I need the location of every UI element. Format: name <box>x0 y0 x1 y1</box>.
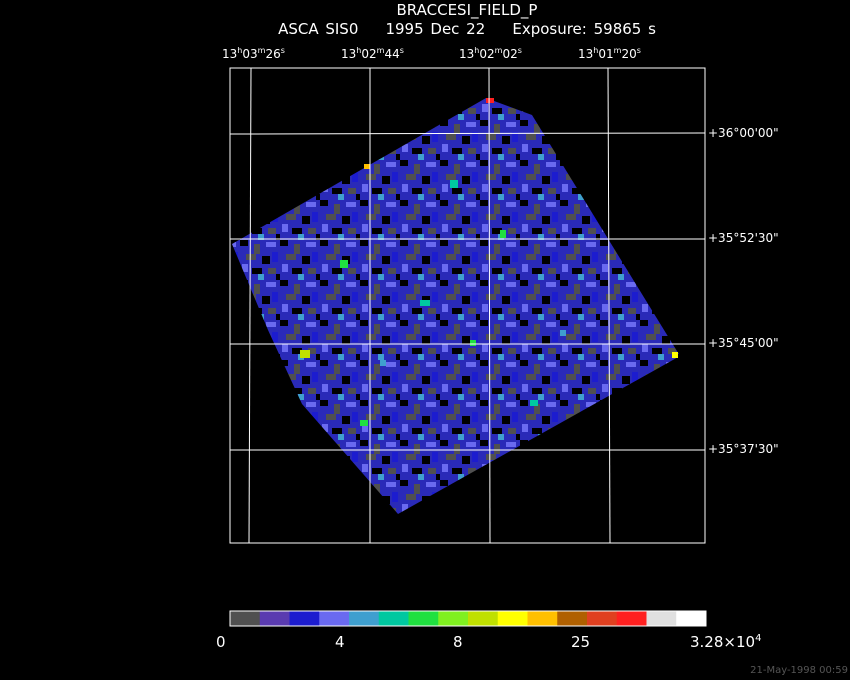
colorbar-swatch <box>557 611 588 626</box>
colorbar-label-max: 3.28×104 <box>690 633 762 651</box>
colorbar-swatch <box>349 611 380 626</box>
colorbar-swatch <box>319 611 350 626</box>
colorbar-swatch <box>378 611 409 626</box>
colorbar-swatch <box>616 611 647 626</box>
colorbar <box>230 611 707 626</box>
ra-label-4: 13h01m20s <box>578 46 641 61</box>
ra-label-2: 13h02m44s <box>341 46 404 61</box>
dec-label-1: +36°00'00" <box>708 126 779 140</box>
dec-label-3: +35°45'00" <box>708 336 779 350</box>
colorbar-label-8: 8 <box>453 633 463 651</box>
colorbar-swatch <box>230 611 261 626</box>
colorbar-swatch <box>646 611 677 626</box>
dec-label-4: +35°37'30" <box>708 442 779 456</box>
colorbar-swatch <box>259 611 290 626</box>
image-subtitle: ASCA SIS0 1995 Dec 22 Exposure: 59865 s <box>278 20 656 38</box>
colorbar-label-4: 4 <box>335 633 345 651</box>
colorbar-frame <box>229 610 707 627</box>
coordinate-grid <box>229 67 706 544</box>
colorbar-swatch <box>497 611 528 626</box>
colorbar-swatch <box>408 611 439 626</box>
ra-label-1: 13h03m26s <box>222 46 285 61</box>
field-of-view <box>232 98 680 514</box>
timestamp: 21-May-1998 00:59 <box>750 665 848 676</box>
colorbar-swatch <box>438 611 469 626</box>
colorbar-swatch <box>587 611 618 626</box>
colorbar-swatch <box>527 611 558 626</box>
image-title: BRACCESI_FIELD_P <box>396 1 538 19</box>
colorbar-swatch <box>289 611 320 626</box>
ra-label-3: 13h02m02s <box>459 46 522 61</box>
colorbar-swatch <box>468 611 499 626</box>
plot-frame <box>229 67 706 544</box>
field-highlights <box>300 180 566 426</box>
colorbar-label-0: 0 <box>216 633 226 651</box>
dec-label-2: +35°52'30" <box>708 231 779 245</box>
colorbar-swatch <box>676 611 707 626</box>
colorbar-label-25: 25 <box>571 633 591 651</box>
